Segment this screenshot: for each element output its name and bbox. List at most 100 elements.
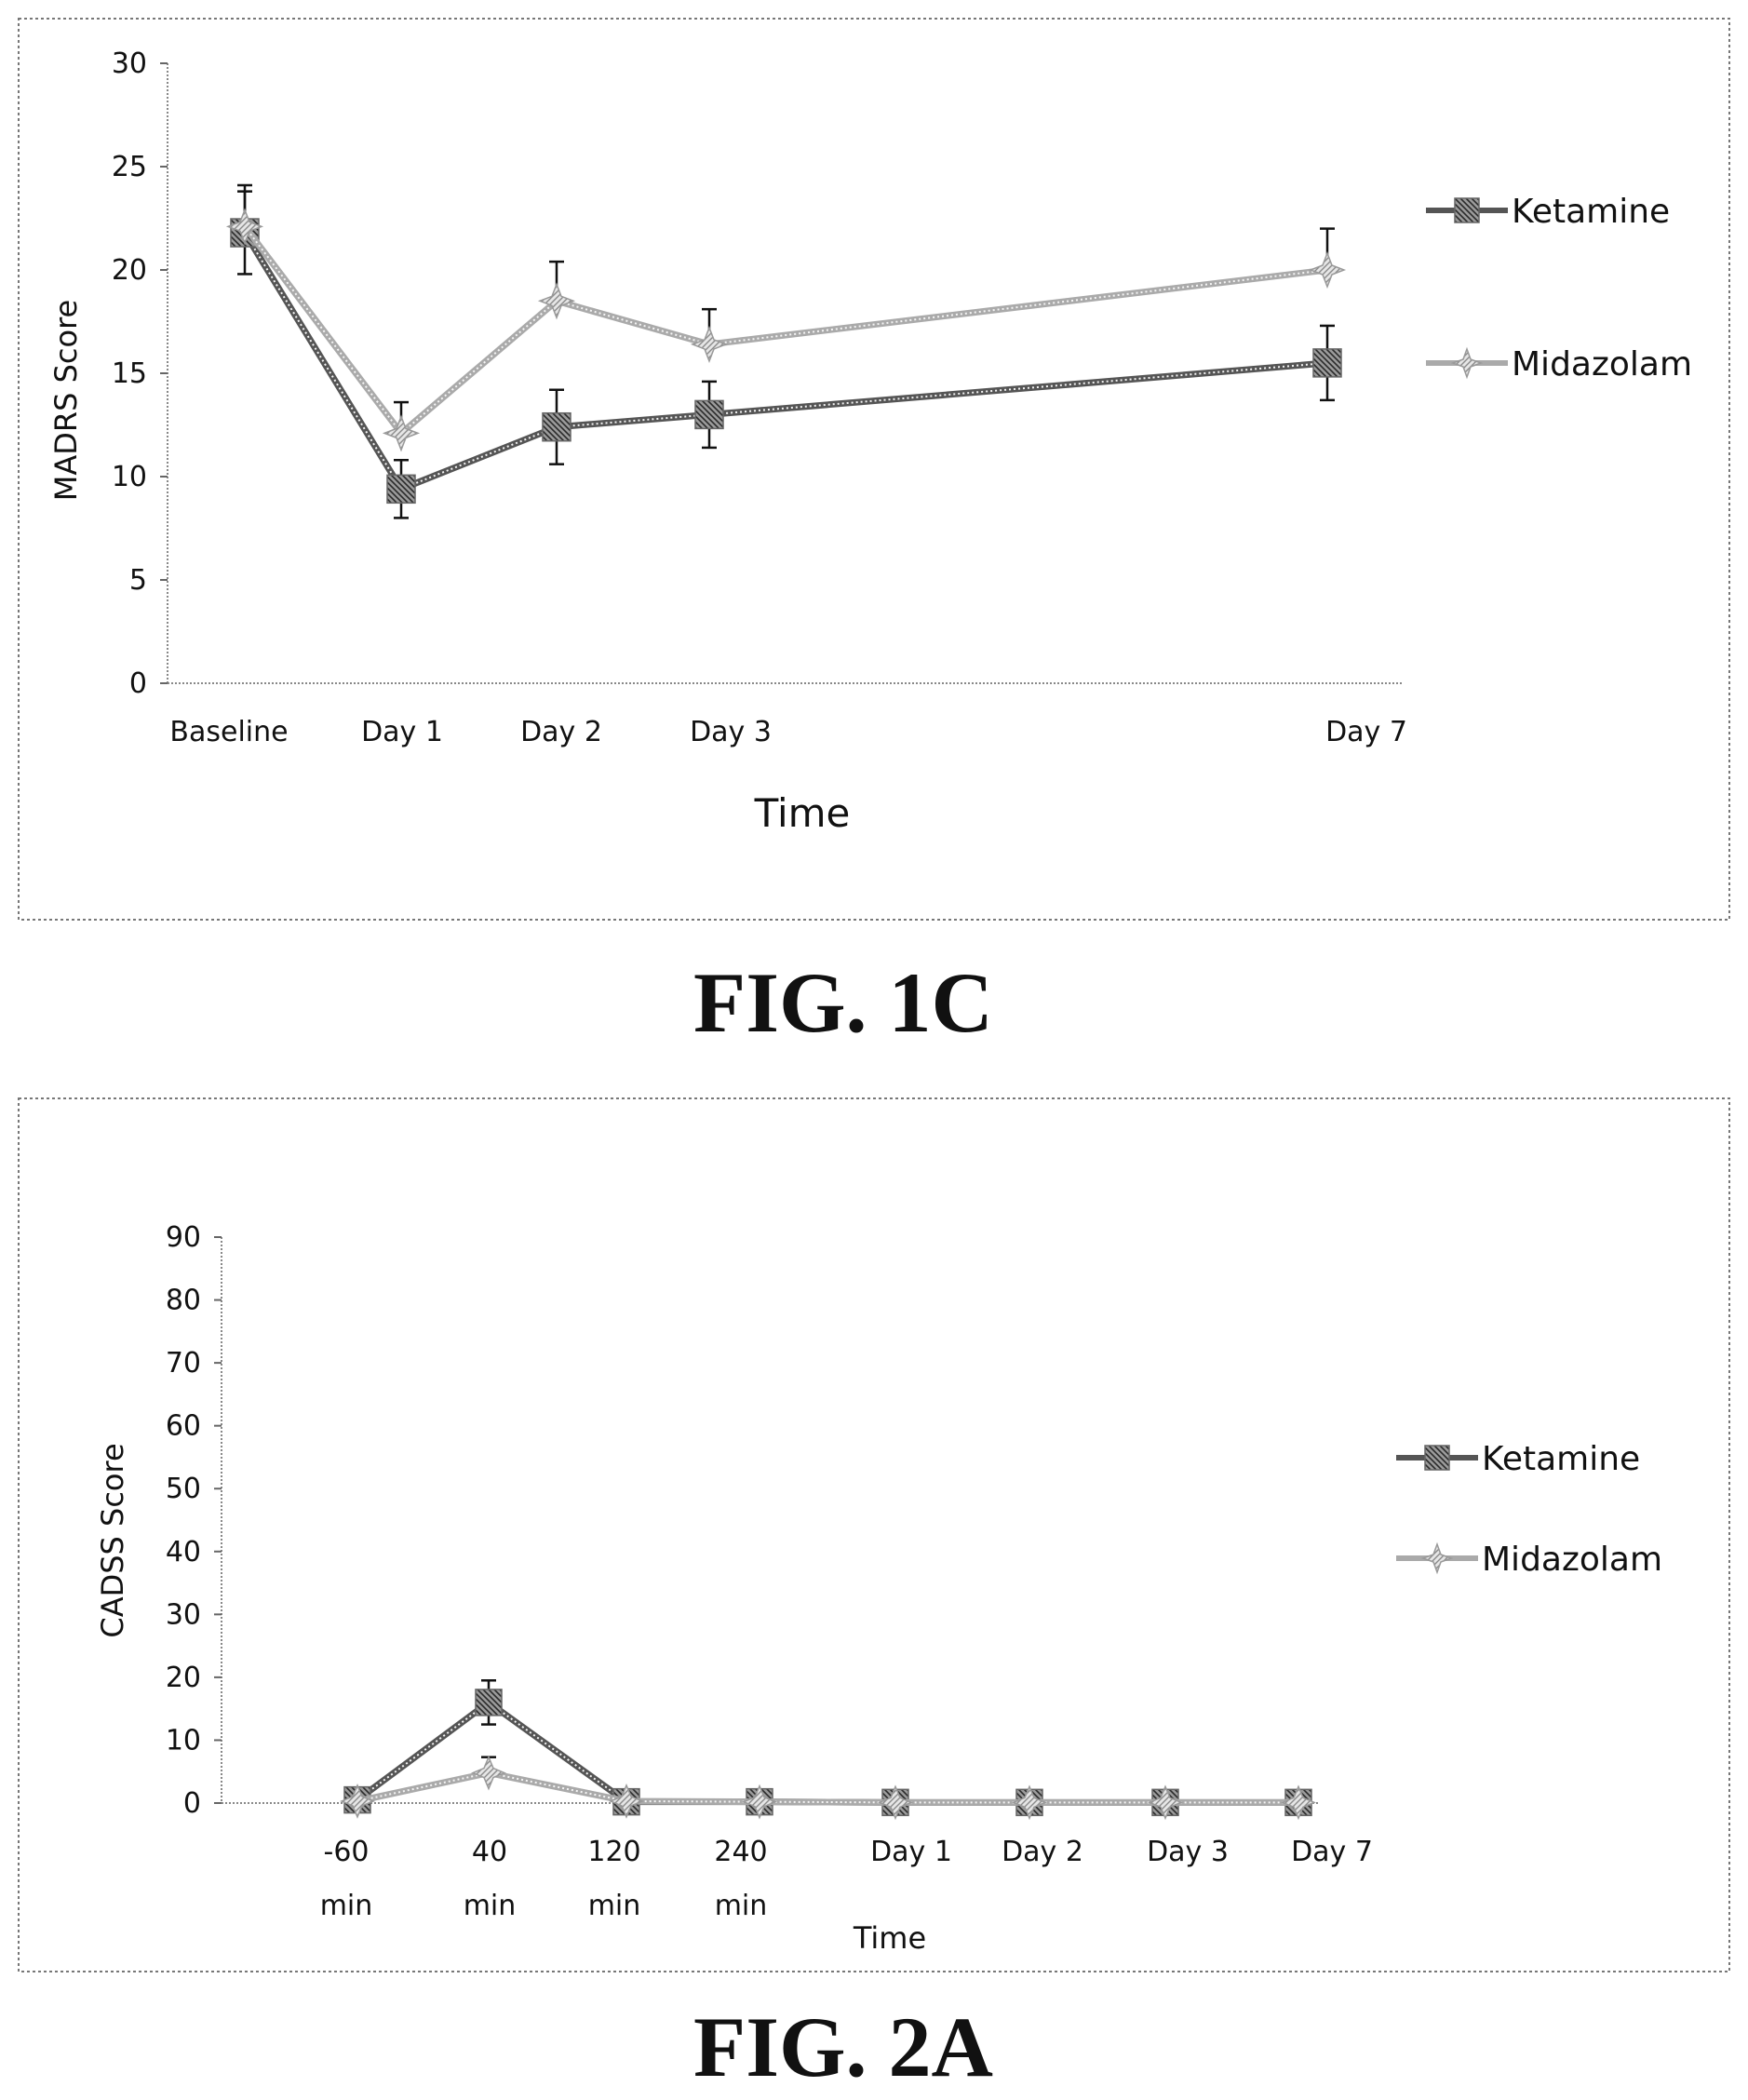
data-point-midazolam xyxy=(878,1784,913,1821)
chart-frame xyxy=(18,1097,1730,1972)
x-tick-line: Day 2 xyxy=(520,716,602,748)
legend: Ketamine Midazolam xyxy=(1396,1440,1662,1579)
x-tick-label: Day 2 xyxy=(1002,1836,1083,1868)
x-tick-line: min xyxy=(464,1890,517,1922)
figure-label-1c: FIG. 1C xyxy=(693,955,993,1050)
y-tick-label: 0 xyxy=(129,667,147,700)
legend-label: Ketamine xyxy=(1482,1440,1640,1478)
x-tick-line: min xyxy=(715,1890,768,1922)
x-tick-label: Day 1 xyxy=(361,716,443,748)
data-point-midazolam xyxy=(537,282,576,320)
data-point-midazolam xyxy=(382,414,421,452)
data-point-midazolam xyxy=(471,1755,506,1791)
axes xyxy=(160,62,1404,684)
series-line-ketamine xyxy=(355,1699,1298,1806)
x-tick-line: Day 7 xyxy=(1325,716,1407,748)
y-tick-label: 15 xyxy=(112,357,147,390)
x-tick-labels: Baseline Day 1 Day 2 Day 3 Day 7 xyxy=(169,716,1407,748)
y-tick-label: 10 xyxy=(166,1724,201,1757)
y-tick-label: 0 xyxy=(183,1787,201,1820)
axes xyxy=(214,1236,1320,1804)
data-point-midazolam xyxy=(340,1784,375,1819)
legend-label: Ketamine xyxy=(1512,193,1670,231)
y-axis-title: CADSS Score xyxy=(95,1443,130,1637)
data-point-midazolam xyxy=(1012,1784,1047,1821)
y-tick-label: 20 xyxy=(112,254,147,287)
x-tick-label: 40 min xyxy=(464,1836,517,1922)
x-tick-line: min xyxy=(588,1890,641,1922)
y-tick-label: 5 xyxy=(129,564,147,597)
y-tick-label: 70 xyxy=(166,1347,201,1380)
y-tick-label: 30 xyxy=(166,1598,201,1631)
series-line-texture xyxy=(244,225,1328,435)
data-point-ketamine xyxy=(386,474,416,505)
y-tick-label: 40 xyxy=(166,1536,201,1568)
series-line-texture xyxy=(356,1771,1298,1804)
legend-marker-square xyxy=(1424,1445,1450,1471)
y-tick-label: 25 xyxy=(112,151,147,183)
x-tick-label: Day 1 xyxy=(870,1836,952,1868)
y-tick-label: 90 xyxy=(166,1221,201,1254)
x-axis-title: Time xyxy=(853,1920,926,1956)
x-tick-label: Day 2 xyxy=(520,716,602,748)
x-tick-line: min xyxy=(320,1890,373,1922)
data-point-midazolam xyxy=(742,1784,777,1820)
x-tick-line: Day 1 xyxy=(361,716,443,748)
legend-label: Midazolam xyxy=(1482,1541,1662,1579)
data-point-midazolam xyxy=(609,1784,644,1819)
x-tick-label: Day 7 xyxy=(1325,716,1407,748)
x-tick-line: Day 3 xyxy=(690,716,772,748)
data-point-midazolam xyxy=(1281,1784,1316,1821)
x-tick-label: 120 min xyxy=(587,1836,640,1922)
x-tick-line: Day 2 xyxy=(1002,1836,1083,1868)
y-tick-label: 60 xyxy=(166,1410,201,1443)
madrs-chart: 0 5 10 15 20 25 30 Baseline Day 1 Day 2 Day 3 Day … xyxy=(18,18,1730,921)
data-point-ketamine xyxy=(542,411,571,442)
legend-label: Midazolam xyxy=(1512,345,1692,384)
y-tick-labels: 0 5 10 15 20 25 30 xyxy=(112,47,147,700)
legend-marker-star xyxy=(1450,346,1484,380)
x-tick-label: Day 3 xyxy=(1147,1836,1229,1868)
x-tick-line: 40 xyxy=(472,1836,507,1868)
x-tick-line: 240 xyxy=(714,1836,767,1868)
x-tick-line: Baseline xyxy=(169,716,288,748)
data-point-midazolam xyxy=(1308,250,1347,289)
x-tick-labels: -60 min 40 min 120 min 240 min Day 1 Day 2 Day 3 Da… xyxy=(320,1836,1373,1922)
y-tick-label: 10 xyxy=(112,461,147,493)
x-tick-line: 120 xyxy=(587,1836,640,1868)
x-tick-line: -60 xyxy=(324,1836,370,1868)
data-point-midazolam xyxy=(690,325,729,364)
data-point-ketamine xyxy=(694,399,724,430)
data-point-ketamine xyxy=(1312,348,1342,378)
chart-frame xyxy=(18,18,1730,921)
y-tick-label: 80 xyxy=(166,1285,201,1317)
series-layer xyxy=(225,183,1347,519)
x-tick-label: Day 7 xyxy=(1291,1836,1373,1868)
data-point-ketamine xyxy=(475,1689,503,1716)
x-tick-label: Day 3 xyxy=(690,716,772,748)
x-tick-line: Day 1 xyxy=(870,1836,952,1868)
x-axis-title: Time xyxy=(754,790,851,836)
data-point-midazolam xyxy=(1148,1784,1183,1821)
legend-marker-star xyxy=(1420,1541,1454,1575)
series-layer xyxy=(340,1679,1316,1821)
x-tick-label: 240 min xyxy=(714,1836,767,1922)
series-line-texture xyxy=(244,232,1328,491)
y-tick-labels: 0 10 20 30 40 50 60 70 80 90 xyxy=(166,1221,201,1820)
y-tick-label: 20 xyxy=(166,1662,201,1694)
series-line-ketamine xyxy=(242,231,1328,492)
x-tick-line: Day 7 xyxy=(1291,1836,1373,1868)
y-tick-label: 50 xyxy=(166,1473,201,1505)
x-tick-line: Day 3 xyxy=(1147,1836,1229,1868)
legend: Ketamine Midazolam xyxy=(1426,193,1692,384)
legend-marker-square xyxy=(1454,197,1480,223)
y-axis-title: MADRS Score xyxy=(48,300,84,501)
series-line-texture xyxy=(356,1701,1298,1804)
y-tick-label: 30 xyxy=(112,47,147,80)
x-tick-label: -60 min xyxy=(320,1836,373,1922)
x-tick-label: Baseline xyxy=(169,716,288,748)
data-point-midazolam xyxy=(225,208,264,246)
figure-label-2a: FIG. 2A xyxy=(693,1999,993,2094)
